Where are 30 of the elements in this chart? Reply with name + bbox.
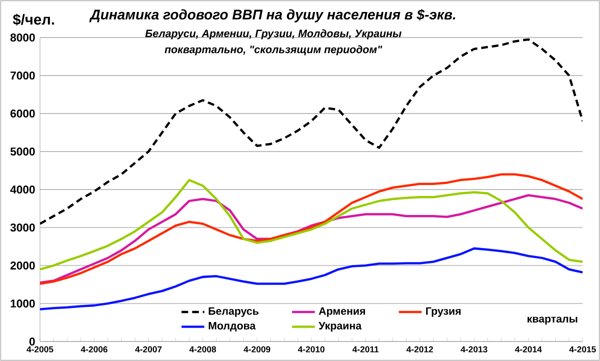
x-tick-label: 4-2010 [298, 346, 324, 352]
legend-label: Грузия [426, 307, 461, 317]
x-tick-label: 4-2013 [460, 346, 488, 352]
x-tick-label: 4-2005 [26, 346, 54, 352]
y-tick-label: 5000 [10, 148, 35, 156]
y-tick-label: 0 [29, 338, 35, 346]
x-tick-label: 4-2015 [569, 346, 596, 352]
legend-label: Молдова [208, 322, 256, 332]
chart-title: Динамика годового ВВП на душу населения в $-экв. [89, 9, 456, 22]
y-axis-title: $/чел. [12, 14, 54, 26]
x-tick-label: 4-2008 [189, 346, 216, 352]
y-tick-label: 3000 [10, 224, 35, 232]
x-tick-label: 4-2006 [80, 346, 108, 352]
y-tick-label: 4000 [10, 186, 35, 194]
x-axis-title: кварталы [528, 316, 578, 325]
x-tick-label: 4-2007 [135, 346, 162, 352]
y-tick-label: 8000 [10, 34, 35, 42]
legend-label: Армения [318, 307, 365, 317]
annotation: поквартально, "скользящим периодом" [164, 45, 382, 56]
legend-label: Беларусь [208, 307, 258, 317]
x-tick-label: 4-2011 [352, 346, 379, 352]
x-tick-label: 4-2009 [244, 346, 270, 352]
y-tick-label: 6000 [10, 110, 35, 118]
legend-label: Украина [318, 322, 362, 332]
chart-subtitle: Беларуси, Армении, Грузии, Молдовы, Украины [145, 29, 402, 40]
y-tick-label: 1000 [10, 300, 35, 308]
x-tick-label: 4-2012 [406, 346, 434, 352]
y-tick-label: 7000 [10, 72, 35, 80]
x-tick-label: 4-2014 [515, 346, 542, 352]
y-tick-label: 2000 [10, 262, 35, 270]
